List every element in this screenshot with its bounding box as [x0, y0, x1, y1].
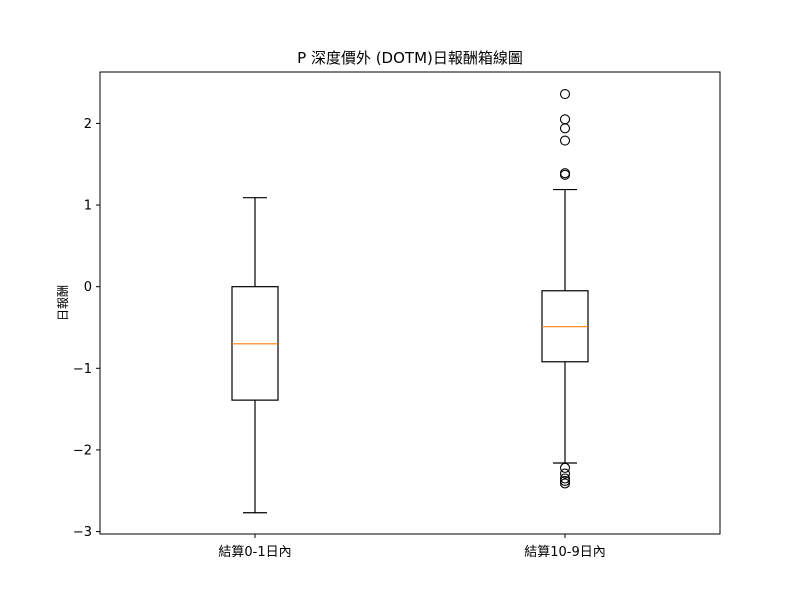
y-axis-label: 日報酬: [56, 285, 70, 321]
plot-frame: [99, 71, 721, 535]
x-tick-label: 結算10-9日內: [524, 545, 606, 560]
outlier-point: [559, 478, 571, 489]
outlier-point: [559, 135, 571, 146]
outlier-point: [559, 473, 571, 484]
y-tick-label: 2: [84, 117, 92, 132]
outlier-point: [559, 123, 571, 134]
y-tick-label: −2: [73, 443, 92, 458]
outlier-point: [559, 462, 571, 473]
x-tick-label: 結算0-1日內: [218, 545, 291, 560]
y-tick-label: 1: [84, 199, 92, 214]
y-tick-label: 0: [84, 280, 92, 295]
plot-area: −3 −2 −1 0 1 2 結算0-1日內 結算10-9日內: [73, 71, 721, 560]
y-tick-label: −3: [73, 525, 92, 540]
outlier-point: [559, 468, 571, 479]
outlier-point: [559, 475, 571, 486]
y-tick-label: −1: [73, 362, 92, 377]
outlier-point: [559, 169, 571, 180]
outlier-point: [559, 88, 571, 100]
chart-title: P 深度價外 (DOTM)日報酬箱線圖: [297, 49, 523, 67]
